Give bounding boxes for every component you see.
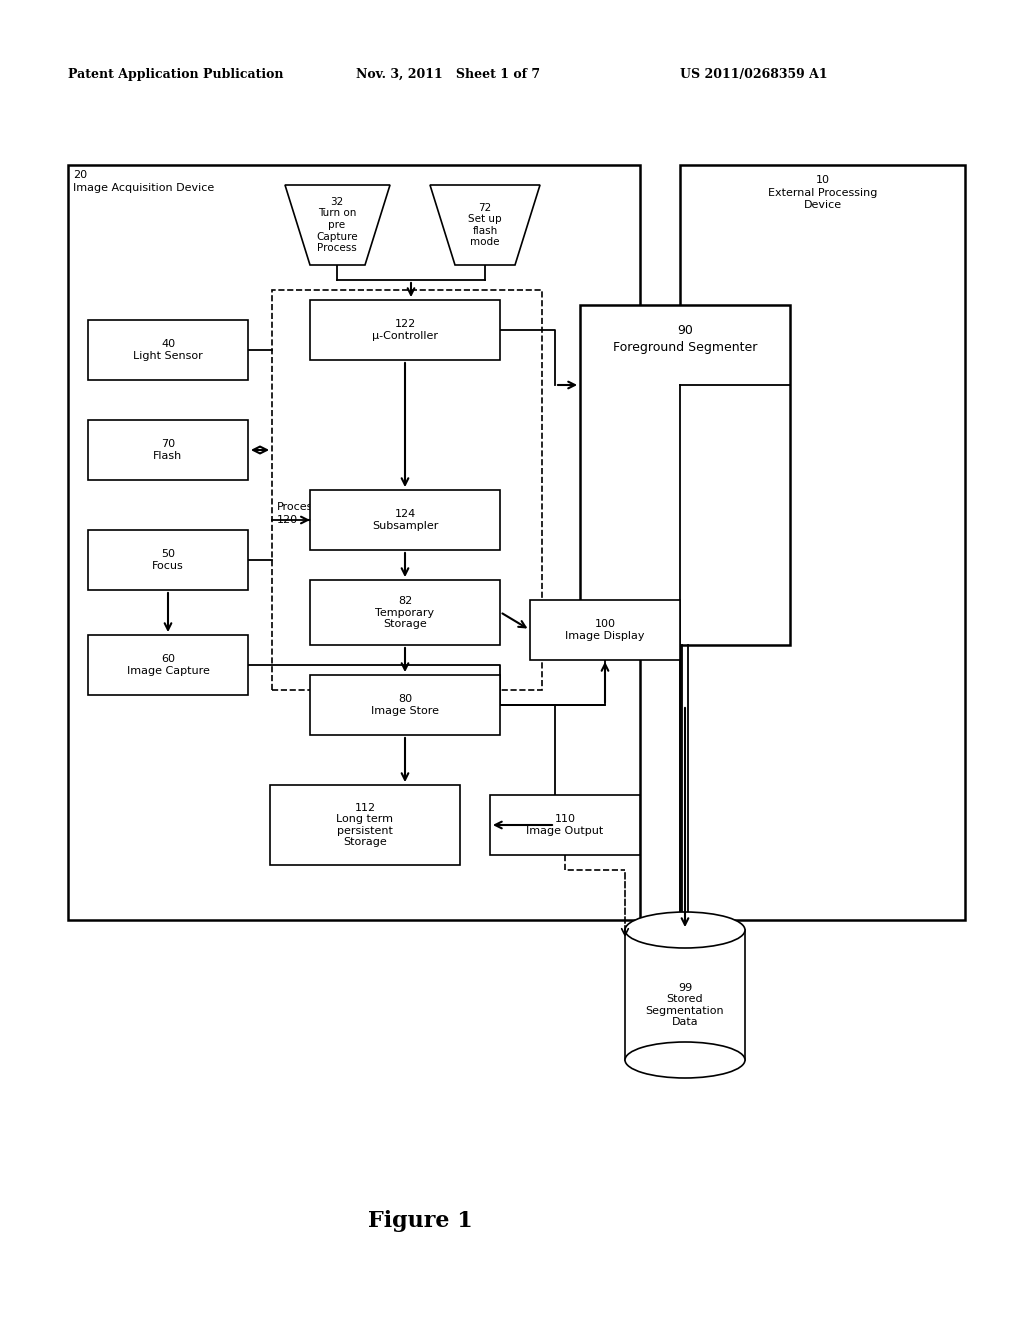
Text: 40
Light Sensor: 40 Light Sensor [133, 339, 203, 360]
Polygon shape [430, 185, 540, 265]
Text: 80
Image Store: 80 Image Store [371, 694, 439, 715]
Text: US 2011/0268359 A1: US 2011/0268359 A1 [680, 69, 827, 81]
Bar [490, 795, 640, 855]
Text: Figure 1: Figure 1 [368, 1210, 472, 1232]
Text: 99
Stored
Segmentation
Data: 99 Stored Segmentation Data [646, 982, 724, 1027]
Bar [88, 319, 248, 380]
Bar [272, 290, 542, 690]
Polygon shape [285, 185, 390, 265]
Bar [88, 531, 248, 590]
Bar [310, 300, 500, 360]
Text: 100
Image Display: 100 Image Display [565, 619, 645, 640]
Text: 90: 90 [677, 323, 693, 337]
Text: Image Acquisition Device: Image Acquisition Device [73, 183, 214, 193]
Text: 70
Flash: 70 Flash [154, 440, 182, 461]
Text: Nov. 3, 2011   Sheet 1 of 7: Nov. 3, 2011 Sheet 1 of 7 [356, 69, 540, 81]
Text: 112
Long term
persistent
Storage: 112 Long term persistent Storage [337, 803, 393, 847]
Text: 110
Image Output: 110 Image Output [526, 814, 603, 836]
Text: 82
Temporary
Storage: 82 Temporary Storage [376, 595, 434, 630]
Text: 124
Subsampler: 124 Subsampler [372, 510, 438, 531]
Text: 120: 120 [278, 515, 298, 525]
Bar [530, 601, 680, 660]
Text: 50
Focus: 50 Focus [153, 549, 184, 570]
Bar [88, 635, 248, 696]
Bar [625, 931, 745, 1060]
Text: 20: 20 [73, 170, 87, 180]
Ellipse shape [625, 912, 745, 948]
Text: Patent Application Publication: Patent Application Publication [68, 69, 284, 81]
Text: 32
Turn on
pre
Capture
Process: 32 Turn on pre Capture Process [316, 197, 357, 253]
Bar [310, 490, 500, 550]
Text: External Processing
Device: External Processing Device [768, 187, 878, 210]
Text: 72
Set up
flash
mode: 72 Set up flash mode [468, 202, 502, 247]
Bar [270, 785, 460, 865]
Text: 122
μ-Controller: 122 μ-Controller [372, 319, 438, 341]
Text: Processor: Processor [278, 502, 331, 512]
Text: Foreground Segmenter: Foreground Segmenter [612, 341, 757, 354]
Bar [68, 165, 640, 920]
Bar [310, 675, 500, 735]
Bar [88, 420, 248, 480]
Ellipse shape [625, 1041, 745, 1078]
Text: 60
Image Capture: 60 Image Capture [127, 655, 210, 676]
Text: 10: 10 [815, 176, 829, 185]
Bar [680, 165, 965, 920]
Bar [580, 305, 790, 645]
Bar [310, 579, 500, 645]
